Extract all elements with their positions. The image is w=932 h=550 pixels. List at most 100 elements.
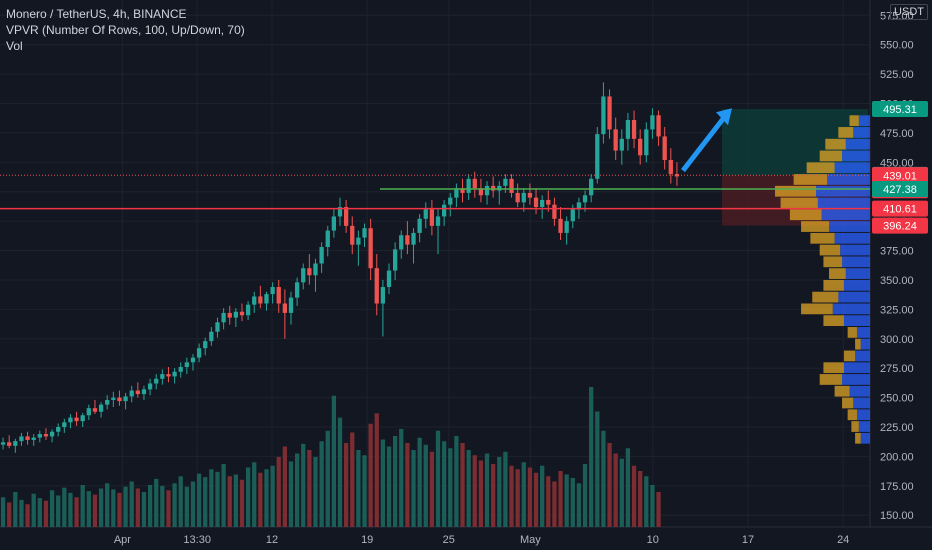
- volume-bar: [276, 457, 281, 527]
- candle-body: [619, 138, 624, 151]
- candle-body: [503, 178, 508, 186]
- volume-bar: [270, 465, 275, 527]
- volume-bar: [141, 492, 147, 527]
- volume-profile-up-bar: [829, 221, 870, 232]
- volume-bar: [178, 476, 183, 527]
- volume-profile-down-bar: [849, 115, 859, 127]
- price-label-target: 495.31: [883, 104, 917, 116]
- volume-profile-up-bar: [842, 374, 870, 385]
- volume-bar: [160, 485, 165, 527]
- y-tick-label: 475.00: [880, 128, 914, 140]
- volume-bar: [258, 472, 263, 527]
- candle-body: [147, 383, 153, 390]
- volume-profile-down-bar: [834, 385, 850, 397]
- candle-body: [374, 268, 379, 304]
- volume-bar: [13, 492, 18, 527]
- vpvr-indicator-label[interactable]: VPVR (Number Of Rows, 100, Up/Down, 70): [6, 23, 245, 37]
- candle-body: [656, 115, 661, 137]
- volume-bar: [252, 462, 257, 527]
- volume-bar: [582, 464, 588, 527]
- candle-body: [301, 268, 306, 283]
- x-tick-label: 19: [361, 534, 373, 546]
- candle-body: [521, 192, 526, 203]
- currency-label[interactable]: USDT: [890, 4, 928, 20]
- y-tick-label: 550.00: [880, 40, 914, 52]
- candle-body: [484, 185, 490, 196]
- volume-bar: [56, 495, 61, 527]
- volume-bar: [331, 395, 337, 527]
- volume-bar: [154, 478, 159, 527]
- volume-bar: [546, 476, 551, 527]
- volume-bar: [576, 483, 582, 527]
- chart-legend: Monero / TetherUS, 4h, BINANCE VPVR (Num…: [6, 6, 245, 54]
- candle-body: [154, 378, 159, 384]
- candle-body: [227, 312, 232, 318]
- x-tick-label: 25: [443, 534, 455, 546]
- volume-bar: [570, 478, 575, 527]
- volume-profile-down-bar: [819, 150, 843, 162]
- candle-body: [509, 178, 514, 193]
- x-tick-label: Apr: [114, 534, 131, 546]
- volume-bar: [239, 479, 245, 527]
- candle-body: [411, 232, 416, 245]
- volume-bar: [301, 443, 306, 527]
- x-tick-label: 10: [647, 534, 659, 546]
- volume-profile-up-bar: [843, 315, 870, 327]
- candle-body: [294, 282, 300, 298]
- candle-body: [56, 427, 61, 432]
- price-label-stop: 396.24: [883, 221, 917, 233]
- candle-body: [380, 287, 386, 304]
- candle-body: [460, 188, 465, 193]
- volume-bar: [43, 500, 49, 527]
- volume-bar: [86, 491, 91, 527]
- volume-profile-up-bar: [858, 115, 870, 127]
- volume-bar: [227, 476, 232, 527]
- candle-body: [245, 304, 251, 316]
- volume-profile-up-bar: [821, 209, 870, 221]
- price-label-tag: [872, 217, 928, 234]
- volume-profile-up-bar: [858, 421, 870, 432]
- volume-bar: [613, 453, 618, 527]
- volume-bar: [117, 492, 122, 527]
- candle-body: [392, 249, 398, 271]
- candle-body: [166, 374, 171, 377]
- volume-bar: [448, 448, 453, 527]
- candle-body: [49, 431, 55, 437]
- candle-body: [129, 390, 134, 397]
- candle-body: [92, 408, 98, 412]
- volume-profile-up-bar: [834, 232, 870, 244]
- volume-bar: [509, 465, 514, 527]
- volume-bar: [625, 448, 631, 527]
- volume-indicator-label[interactable]: Vol: [6, 39, 23, 53]
- volume-bar: [190, 481, 196, 527]
- volume-bar: [497, 457, 502, 527]
- volume-profile-up-bar: [845, 138, 870, 150]
- candle-body: [650, 115, 655, 130]
- candle-body: [442, 204, 447, 217]
- candle-body: [264, 294, 269, 304]
- candle-body: [282, 303, 288, 313]
- candle-body: [172, 371, 177, 377]
- candle-body: [356, 237, 361, 245]
- price-label-last: 439.01: [883, 170, 917, 182]
- candle-body: [454, 188, 459, 198]
- candle-body: [674, 174, 680, 177]
- volume-bar: [399, 429, 404, 527]
- symbol-title[interactable]: Monero / TetherUS, 4h, BINANCE: [6, 7, 187, 21]
- volume-profile-down-bar: [847, 327, 857, 338]
- volume-profile-down-bar: [823, 315, 844, 327]
- candle-body: [564, 221, 569, 233]
- candle-body: [43, 434, 49, 437]
- volume-profile-down-bar: [775, 185, 816, 197]
- candle-body: [472, 178, 477, 189]
- volume-bar: [135, 488, 140, 527]
- volume-bar: [31, 493, 36, 527]
- price-label-tag: [872, 200, 928, 217]
- volume-bar: [25, 504, 30, 527]
- volume-profile-up-bar: [834, 162, 870, 174]
- candle-body: [160, 374, 165, 379]
- candle-body: [288, 297, 294, 313]
- volume-bar: [196, 473, 202, 527]
